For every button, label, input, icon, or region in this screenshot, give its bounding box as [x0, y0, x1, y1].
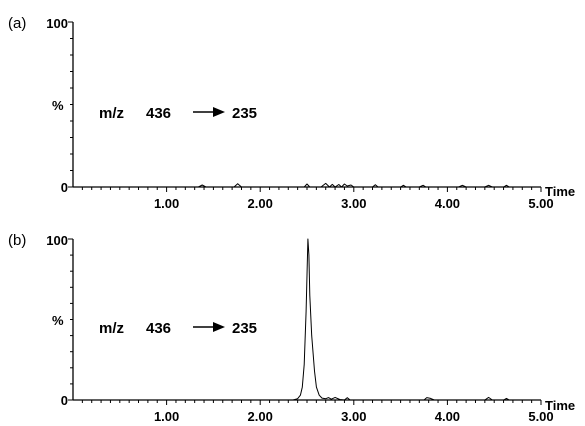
y-axis-label: %: [52, 313, 64, 328]
x-tick-label: 4.00: [435, 409, 460, 424]
chromatogram-trace: [73, 182, 541, 188]
x-tick-label: 4.00: [435, 196, 460, 211]
panel-a: (a) 100 0 % m/z 436 235 Time 1.00 2.00 3.0…: [8, 15, 575, 211]
x-axis-label: Time: [545, 398, 575, 413]
x-tick-label: 2.00: [248, 409, 273, 424]
precursor-mz: 436: [146, 105, 171, 122]
precursor-mz: 436: [146, 320, 171, 337]
panel-b: (b) 100 0 % m/z 436 235 Time 1.00 2.00 3.0…: [8, 232, 575, 424]
x-tick-label: 5.00: [528, 196, 553, 211]
y-tick-label-0: 0: [61, 393, 68, 408]
product-mz: 235: [232, 320, 257, 337]
x-tick-label: 3.00: [341, 196, 366, 211]
x-tick-label: 3.00: [341, 409, 366, 424]
y-axis-label: %: [52, 98, 64, 113]
arrow-icon: [193, 322, 225, 332]
panel-label: (b): [8, 232, 26, 249]
product-mz: 235: [232, 105, 257, 122]
x-tick-label: 1.00: [154, 409, 179, 424]
x-tick-label: 1.00: [154, 196, 179, 211]
panel-label: (a): [8, 15, 26, 32]
x-tick-label: 2.00: [248, 196, 273, 211]
arrow-icon: [193, 107, 225, 117]
chromatogram-trace: [73, 238, 541, 401]
y-tick-label-100: 100: [46, 233, 68, 248]
transition-label: m/z 436 235: [99, 105, 257, 122]
x-tick-label: 5.00: [528, 409, 553, 424]
y-tick-label-100: 100: [46, 16, 68, 31]
transition-label: m/z 436 235: [99, 320, 257, 337]
mz-label: m/z: [99, 105, 124, 122]
x-axis-label: Time: [545, 184, 575, 199]
mz-label: m/z: [99, 320, 124, 337]
y-tick-label-0: 0: [61, 180, 68, 195]
